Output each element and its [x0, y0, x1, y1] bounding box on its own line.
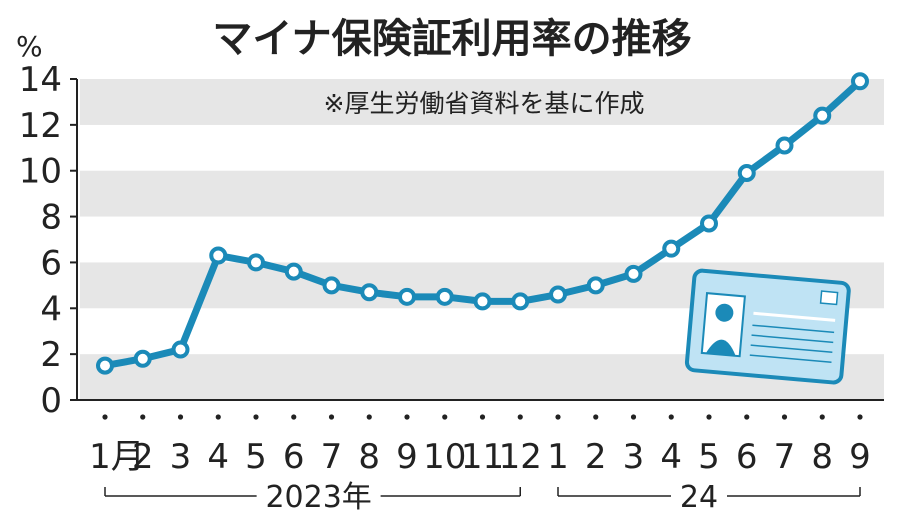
data-point: [586, 276, 605, 295]
data-point: [435, 287, 454, 306]
x-tick-label: 5: [698, 437, 720, 477]
id-card-icon: [684, 268, 851, 385]
y-tick-label: 6: [40, 243, 62, 283]
x-tick-dot: [253, 414, 259, 420]
x-tick-dot: [140, 414, 146, 420]
data-point: [473, 292, 492, 311]
y-tick-label: 14: [19, 60, 62, 100]
data-point: [775, 136, 794, 155]
data-point: [247, 253, 265, 272]
x-tick-dot: [630, 414, 637, 420]
x-tick-dot: [668, 414, 674, 420]
x-tick-label: 6: [736, 437, 758, 477]
x-tick-dots: [102, 414, 863, 420]
data-point: [398, 287, 416, 306]
x-tick-label: 8: [811, 437, 833, 477]
data-point: [511, 292, 530, 311]
x-tick-label: 11: [461, 437, 504, 477]
x-tick-dot: [706, 414, 712, 420]
data-point: [96, 356, 114, 375]
x-tick-dot: [215, 414, 221, 420]
x-tick-label: 7: [774, 437, 796, 477]
data-point: [700, 214, 718, 233]
x-tick-dot: [177, 414, 184, 420]
chart-title: マイナ保険証利用率の推移: [212, 16, 691, 62]
x-tick-label: 4: [660, 437, 682, 477]
data-point: [662, 239, 681, 258]
data-point: [851, 72, 869, 91]
series-line-group: [96, 72, 869, 375]
x-tick-dot: [328, 414, 335, 420]
x-tick-label: 9: [849, 437, 871, 477]
x-tick-dot: [404, 414, 410, 420]
x-tick-label: 4: [207, 437, 229, 477]
y-axis-unit: %: [16, 30, 43, 63]
x-tick-dot: [555, 414, 561, 420]
x-tick-label: 6: [283, 437, 305, 477]
y-axis: 0 2 4 6 8 10 12 14: [19, 60, 77, 421]
year-label: 24: [680, 480, 718, 515]
source-note: ※厚生労働省資料を基に作成: [324, 89, 645, 118]
data-point: [549, 285, 567, 304]
y-tick-label: 4: [40, 289, 62, 329]
x-tick-label: 8: [358, 437, 380, 477]
x-tick-dot: [479, 414, 486, 420]
data-point: [209, 246, 228, 265]
x-tick-label: 7: [321, 437, 343, 477]
data-point: [737, 164, 756, 183]
data-point: [322, 276, 341, 295]
x-tick-label: 10: [423, 437, 466, 477]
x-tick-dot: [366, 414, 372, 420]
y-tick-label: 8: [40, 198, 62, 238]
data-point: [360, 283, 379, 302]
x-tick-dot: [442, 414, 448, 420]
y-tick-label: 12: [19, 106, 62, 146]
data-point: [813, 106, 832, 125]
x-tick-dot: [593, 414, 599, 420]
y-tick-label: 0: [40, 381, 62, 421]
data-point: [624, 264, 643, 283]
x-tick-label: 5: [245, 437, 267, 477]
x-tick-label: 1: [547, 437, 569, 477]
x-tick-dot: [517, 414, 523, 420]
x-tick-dot: [291, 414, 297, 420]
x-tick-label: 2: [585, 437, 607, 477]
data-point: [171, 340, 190, 359]
x-tick-label: 3: [170, 437, 192, 477]
x-tick-label: 2: [132, 437, 154, 477]
year-brackets: 2023年 24: [104, 480, 861, 515]
x-tick-dot: [819, 414, 825, 420]
x-tick-dot: [744, 414, 750, 420]
y-tick-label: 10: [19, 152, 62, 192]
y-tick-label: 2: [40, 335, 62, 375]
grid-band: [80, 170, 884, 217]
x-tick-label: 12: [499, 437, 542, 477]
x-tick-label: 9: [396, 437, 418, 477]
year-label: 2023年: [265, 480, 371, 515]
x-tick-label: 1月: [89, 437, 145, 477]
data-point: [133, 349, 152, 368]
grid-band: [80, 79, 884, 125]
x-tick-dot: [781, 414, 788, 420]
x-tick-label: 3: [623, 437, 645, 477]
data-point: [284, 262, 303, 281]
x-tick-dot: [102, 414, 108, 420]
x-tick-dot: [857, 414, 863, 420]
